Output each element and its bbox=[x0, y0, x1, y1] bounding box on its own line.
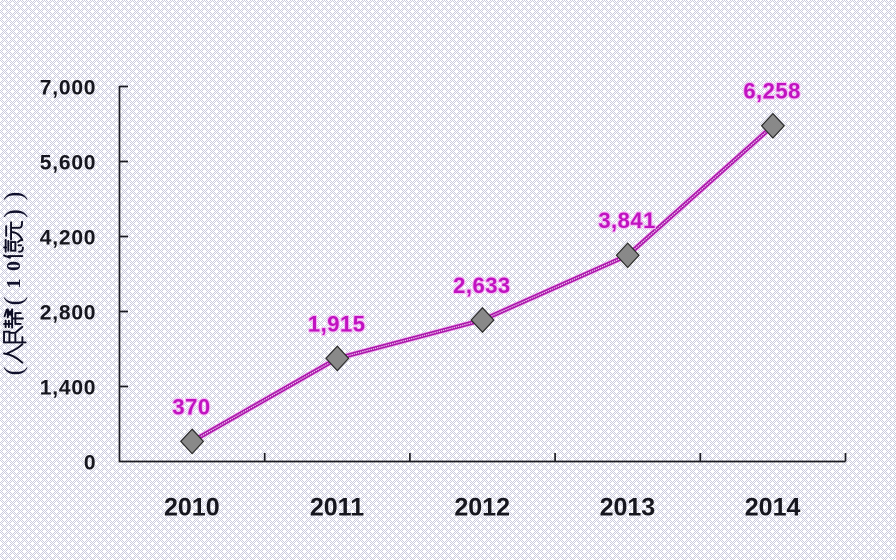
svg-text:): ) bbox=[0, 192, 28, 201]
svg-text:1,400: 1,400 bbox=[40, 377, 97, 400]
svg-text:370: 370 bbox=[172, 394, 210, 419]
svg-text:(: ( bbox=[0, 367, 28, 376]
svg-text:2,633: 2,633 bbox=[453, 273, 511, 298]
svg-text:3,841: 3,841 bbox=[598, 208, 656, 233]
svg-text:6,258: 6,258 bbox=[743, 79, 801, 104]
svg-text:7,000: 7,000 bbox=[40, 77, 97, 100]
svg-text:(: ( bbox=[0, 297, 28, 306]
svg-text:2012: 2012 bbox=[454, 494, 510, 522]
svg-text:3,841: 3,841 bbox=[598, 208, 656, 233]
svg-text:2,800: 2,800 bbox=[40, 302, 97, 325]
svg-text:2013: 2013 bbox=[600, 494, 656, 522]
svg-text:1,915: 1,915 bbox=[308, 311, 366, 336]
svg-text:2011: 2011 bbox=[310, 494, 364, 522]
svg-text:5,600: 5,600 bbox=[40, 152, 97, 175]
svg-text:4,200: 4,200 bbox=[40, 227, 97, 250]
svg-text:370: 370 bbox=[172, 394, 210, 419]
svg-text:2,633: 2,633 bbox=[453, 273, 511, 298]
svg-text:2014: 2014 bbox=[745, 494, 801, 522]
svg-text:6,258: 6,258 bbox=[743, 79, 801, 104]
svg-text:0: 0 bbox=[3, 261, 25, 271]
svg-text:1,915: 1,915 bbox=[308, 311, 366, 336]
svg-text:0: 0 bbox=[84, 452, 96, 475]
svg-text:1: 1 bbox=[3, 279, 25, 289]
svg-text:2010: 2010 bbox=[164, 494, 220, 522]
svg-text:): ) bbox=[0, 209, 28, 218]
